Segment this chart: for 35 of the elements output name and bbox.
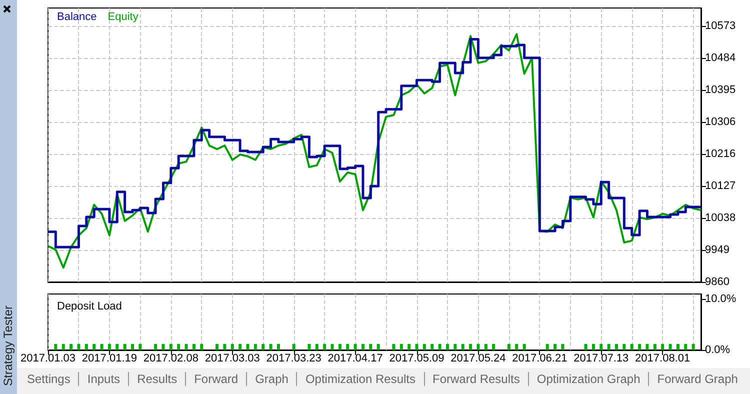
y-tick-label: 10306 — [705, 116, 736, 128]
text: Results — [128, 372, 186, 386]
x-tick-label: 2017.04.17 — [328, 352, 383, 364]
x-tick-label: 2017.01.03 — [20, 352, 76, 364]
y-tick-label: 0.0% — [705, 344, 730, 356]
y-tick-label: 10395 — [705, 84, 736, 96]
text: Equity — [108, 11, 139, 23]
text: Optimization Graph — [528, 372, 648, 386]
x-tick-label: 2017.05.24 — [450, 352, 506, 364]
text: Inputs — [78, 372, 128, 386]
x-tick-label: 2017.07.13 — [574, 352, 629, 364]
text: Balance — [57, 11, 97, 23]
y-tick-label: 10127 — [705, 180, 736, 192]
text: Graph — [246, 372, 296, 386]
x-tick-label: 2017.03.03 — [204, 352, 260, 364]
y-tick-label: 10038 — [705, 212, 736, 224]
y-tick-label: 10.0% — [705, 293, 736, 306]
y-tick-label: 10216 — [705, 148, 736, 160]
text: Forward Graph — [648, 372, 746, 386]
x-tick-label: 2017.02.08 — [143, 352, 198, 364]
x-tick-label: 2017.08.01 — [635, 352, 690, 364]
y-tick-label: 10484 — [705, 52, 736, 64]
y-tick-label: 9949 — [705, 244, 730, 256]
text: Strategy Tester — [1, 304, 16, 386]
y-tick-label: 9860 — [705, 276, 730, 288]
text: Deposit Load — [57, 300, 122, 312]
x-tick-label: 2017.05.09 — [389, 352, 444, 364]
x-tick-label: 2017.01.19 — [82, 352, 137, 364]
y-tick-label: 10573 — [705, 20, 736, 32]
text: Forward — [185, 372, 246, 386]
x-tick-label: 2017.03.23 — [266, 352, 322, 364]
text: Optimization Results — [296, 372, 424, 386]
text: Settings — [26, 372, 72, 386]
x-tick-label: 2017.06.21 — [512, 352, 568, 364]
text: Forward Results — [424, 372, 528, 386]
